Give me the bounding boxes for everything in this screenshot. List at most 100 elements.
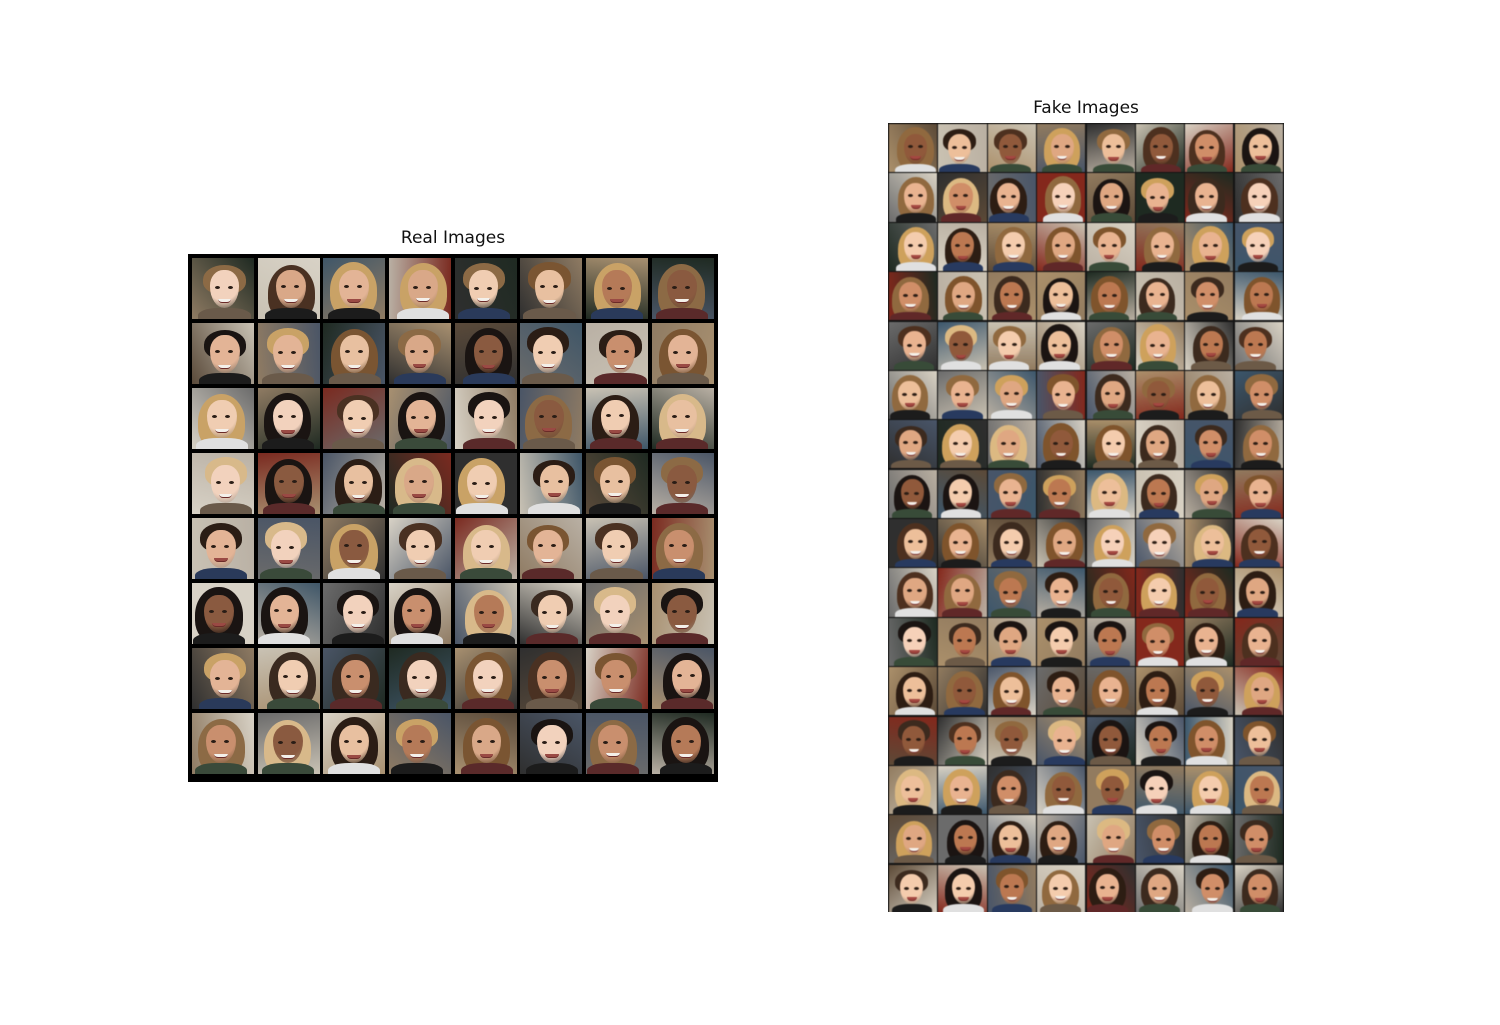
real-image-tile: [651, 388, 714, 449]
fake-image-tile: [1135, 469, 1185, 518]
fake-image-tile: [1234, 864, 1283, 912]
fake-image-tile: [938, 716, 987, 765]
real-image-tile: [192, 453, 254, 514]
fake-image-tile: [987, 667, 1036, 716]
fake-images-grid-frame: [888, 123, 1284, 912]
fake-image-tile: [1086, 765, 1135, 815]
fake-image-tile: [1135, 173, 1185, 222]
fake-image-tile: [1234, 272, 1283, 321]
fake-image-tile: [938, 222, 987, 271]
fake-image-tile: [1037, 765, 1086, 815]
fake-image-tile: [889, 469, 938, 518]
real-image-tile: [389, 713, 452, 774]
real-image-tile: [651, 713, 714, 774]
fake-image-tile: [889, 568, 938, 617]
fake-image-tile: [1185, 124, 1234, 173]
real-image-tile: [389, 583, 452, 644]
real-image-tile: [454, 388, 517, 449]
real-image-tile: [520, 453, 583, 514]
real-image-tile: [389, 258, 452, 319]
fake-image-tile: [889, 272, 938, 321]
real-image-tile: [520, 648, 583, 709]
real-image-tile: [586, 518, 649, 579]
real-images-grid: [192, 258, 714, 778]
fake-image-tile: [1185, 519, 1234, 568]
fake-image-tile: [1135, 815, 1185, 864]
fake-image-tile: [1086, 321, 1135, 370]
fake-image-tile: [1086, 420, 1135, 469]
fake-image-tile: [1185, 173, 1234, 222]
fake-image-tile: [1135, 568, 1185, 617]
fake-image-tile: [889, 864, 938, 912]
fake-image-tile: [1234, 420, 1283, 469]
fake-image-tile: [1037, 815, 1086, 864]
fake-image-tile: [938, 173, 987, 222]
real-images-panel: Real Images: [188, 226, 718, 782]
fake-image-tile: [1086, 222, 1135, 271]
fake-image-tile: [889, 667, 938, 716]
real-image-tile: [257, 258, 320, 319]
real-image-tile: [389, 518, 452, 579]
fake-image-tile: [938, 815, 987, 864]
fake-image-tile: [1135, 222, 1185, 271]
fake-image-tile: [987, 716, 1036, 765]
real-image-tile: [257, 648, 320, 709]
fake-image-tile: [1037, 519, 1086, 568]
fake-image-tile: [1086, 173, 1135, 222]
fake-image-tile: [1135, 765, 1185, 815]
fake-image-tile: [1234, 667, 1283, 716]
fake-image-tile: [938, 765, 987, 815]
real-image-tile: [454, 583, 517, 644]
fake-image-tile: [889, 124, 938, 173]
real-image-tile: [257, 453, 320, 514]
fake-image-tile: [987, 272, 1036, 321]
fake-image-tile: [987, 617, 1036, 666]
real-image-tile: [192, 648, 254, 709]
fake-image-tile: [987, 568, 1036, 617]
real-image-tile: [323, 583, 386, 644]
real-image-tile: [257, 583, 320, 644]
fake-image-tile: [1185, 765, 1234, 815]
fake-image-tile: [1037, 272, 1086, 321]
real-image-tile: [192, 388, 254, 449]
real-image-tile: [454, 648, 517, 709]
fake-image-tile: [1185, 864, 1234, 912]
real-image-tile: [192, 518, 254, 579]
fake-image-tile: [1234, 716, 1283, 765]
fake-image-tile: [1185, 667, 1234, 716]
fake-image-tile: [1234, 815, 1283, 864]
fake-image-tile: [889, 765, 938, 815]
fake-image-tile: [938, 667, 987, 716]
fake-image-tile: [1086, 568, 1135, 617]
real-image-tile: [323, 518, 386, 579]
fake-image-tile: [1135, 617, 1185, 666]
real-image-tile: [323, 648, 386, 709]
fake-image-tile: [987, 321, 1036, 370]
real-image-tile: [323, 323, 386, 384]
fake-image-tile: [889, 321, 938, 370]
fake-image-tile: [1185, 716, 1234, 765]
fake-image-tile: [1185, 272, 1234, 321]
real-image-tile: [454, 713, 517, 774]
fake-image-tile: [1185, 222, 1234, 271]
fake-image-tile: [1185, 370, 1234, 420]
fake-image-tile: [1086, 716, 1135, 765]
fake-image-tile: [938, 864, 987, 912]
fake-images-grid: [889, 124, 1283, 912]
fake-image-tile: [1037, 173, 1086, 222]
fake-image-tile: [938, 420, 987, 469]
fake-images-title: Fake Images: [1033, 98, 1139, 118]
fake-image-tile: [1234, 222, 1283, 271]
fake-image-tile: [889, 815, 938, 864]
real-image-tile: [257, 388, 320, 449]
fake-image-tile: [1086, 272, 1135, 321]
fake-image-tile: [1234, 617, 1283, 666]
real-image-tile: [586, 258, 649, 319]
fake-image-tile: [938, 272, 987, 321]
real-image-tile: [586, 323, 649, 384]
fake-image-tile: [987, 370, 1036, 420]
real-image-tile: [651, 258, 714, 319]
fake-image-tile: [938, 469, 987, 518]
fake-image-tile: [1135, 716, 1185, 765]
real-image-tile: [520, 388, 583, 449]
